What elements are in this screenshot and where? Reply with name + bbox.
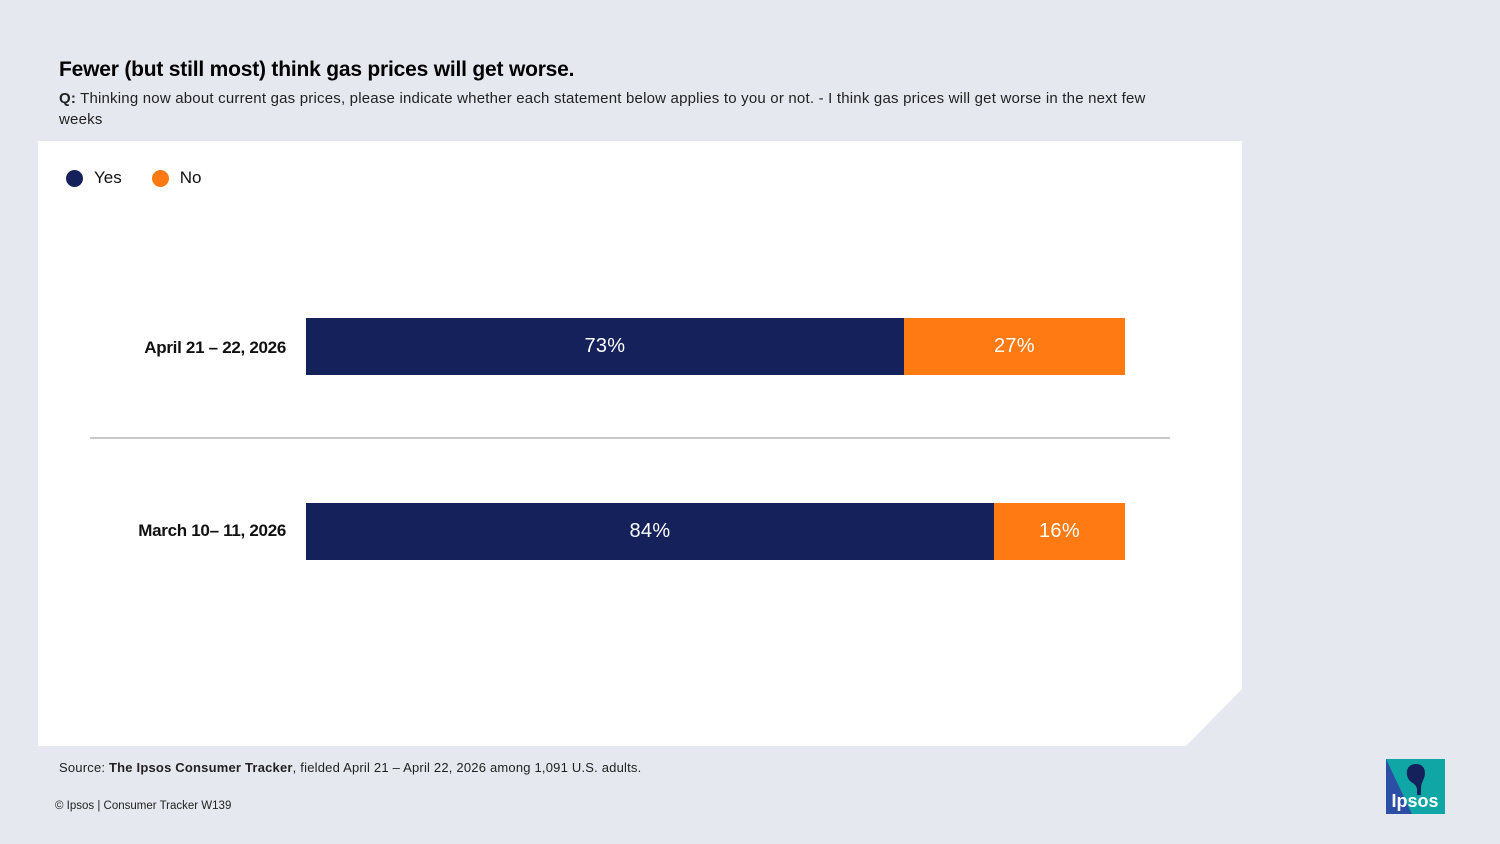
- legend-item-no: No: [151, 168, 202, 188]
- data-label: 16%: [1039, 520, 1080, 542]
- source-note: Source: The Ipsos Consumer Tracker, fiel…: [59, 760, 641, 775]
- category-label: March 10– 11, 2026: [138, 521, 286, 540]
- chart-card: [38, 141, 1242, 746]
- ipsos-logo-icon: Ipsos: [1386, 759, 1445, 814]
- copyright: © Ipsos | Consumer Tracker W139: [55, 800, 232, 812]
- page-title: Fewer (but still most) think gas prices …: [59, 58, 575, 81]
- row-divider: [90, 437, 1170, 439]
- legend-item-yes: Yes: [66, 168, 122, 188]
- stacked-bar: 73% 27%: [306, 318, 1125, 375]
- data-label: 27%: [993, 335, 1035, 357]
- source-prefix: Source:: [59, 760, 106, 775]
- stacked-bar: 84% 16%: [306, 503, 1125, 560]
- bar-segment-no: 16%: [993, 503, 1125, 560]
- source-name: The Ipsos Consumer Tracker: [109, 760, 293, 775]
- bar-segment-no: 27%: [903, 318, 1125, 375]
- data-label: 73%: [584, 335, 626, 357]
- question-label: Q:: [59, 90, 77, 107]
- legend-label-no: No: [179, 168, 202, 187]
- category-label: April 21 – 22, 2026: [144, 338, 286, 357]
- legend-label-yes: Yes: [94, 168, 122, 187]
- bar-segment-yes: 73%: [306, 318, 904, 375]
- question-body: Thinking now about current gas prices, p…: [59, 90, 1146, 128]
- chart-legend: Yes No: [66, 168, 231, 188]
- source-suffix: , fielded April 21 – April 22, 2026 amon…: [292, 760, 642, 775]
- legend-swatch-yes: [66, 169, 83, 187]
- legend-swatch-no: [151, 169, 169, 187]
- bar-segment-yes: 84%: [306, 503, 994, 560]
- data-label: 84%: [629, 520, 671, 542]
- question-text: Q: Thinking now about current gas prices,…: [59, 88, 1159, 130]
- logo-text: Ipsos: [1391, 791, 1438, 811]
